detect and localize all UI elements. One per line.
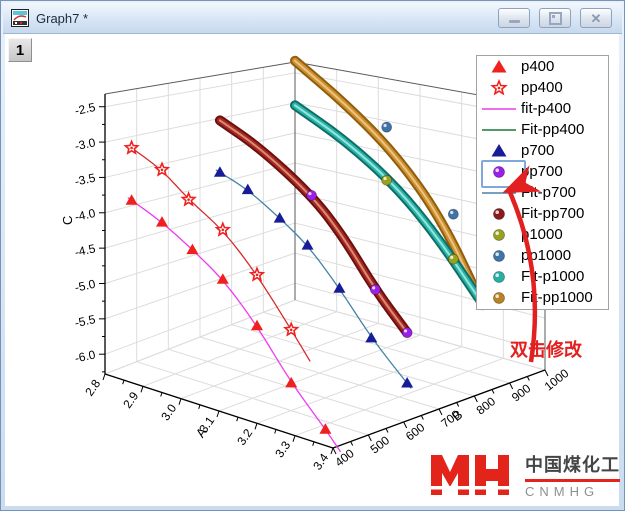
legend-item-Fit-pp700[interactable]: Fit-pp700 [477,203,608,224]
tick-label: 600 [403,420,428,444]
restore-icon [548,11,562,25]
tick-label: -3.0 [73,135,96,153]
legend-label: p700 [521,142,555,159]
legend-label: pp700 [521,163,563,180]
tick-label: 2.8 [82,377,103,399]
series-Fit-pp1000 [290,55,488,311]
legend-label: fit-p400 [521,100,572,117]
series-Fit-pp700 [214,115,413,338]
legend-label: Fit-p1000 [521,268,585,285]
tick-label: -3.5 [73,171,96,189]
legend-item-Fit-p1000[interactable]: Fit-p1000 [477,266,608,287]
series-Fit-p1000 [290,100,484,303]
annotation-label[interactable]: 双击修改 [510,340,582,360]
tick-label: 500 [368,433,393,457]
tick-label: 1000 [542,366,572,394]
legend-item-p400[interactable]: p400 [477,56,608,77]
layer-1-button[interactable]: 1 [8,38,32,62]
title-bar[interactable]: Graph7 * ✕ [3,3,622,34]
legend-ball-icon [477,225,521,245]
series-Fit-pp400 [127,144,311,362]
legend-label: pp1000 [521,247,572,264]
tick-label: -2.5 [73,100,96,118]
watermark-en-text: CNMHG [525,484,600,499]
window-title: Graph7 * [36,10,89,26]
legend-ball-icon [477,246,521,266]
legend-label: Fit-p700 [521,184,577,201]
legend-label: p400 [521,58,555,75]
tick-label: 3.2 [234,426,255,448]
series-p700 [213,166,414,388]
tick-label: 3.4 [310,451,331,473]
legend-item-Fit-pp1000[interactable]: Fit-pp1000 [477,287,608,308]
legend-item-fit-p400[interactable]: fit-p400 [477,98,608,119]
close-icon: ✕ [590,10,602,26]
legend-ball-icon [477,267,521,287]
legend-item-pp1000[interactable]: pp1000 [477,245,608,266]
plot-axes [99,94,549,455]
legend-item-p1000[interactable]: p1000 [477,224,608,245]
tick-label: -4.0 [73,206,96,224]
close-button[interactable]: ✕ [580,8,612,28]
series-fit-p400 [127,197,342,453]
series-pp1000 [381,121,459,220]
legend-item-pp400[interactable]: pp400 [477,77,608,98]
tick-label: 3.3 [272,438,293,460]
watermark-logo-icon [428,455,516,495]
legend-label: Fit-pp700 [521,205,585,222]
tick-label: 900 [509,381,534,405]
series-pp400 [123,139,300,337]
plot-series [123,55,488,453]
minimize-icon [508,20,520,23]
watermark-cn-text: 中国煤化工 [525,455,620,475]
legend-label: Fit-pp1000 [521,289,593,306]
tick-label: 800 [474,394,499,418]
legend-label: p1000 [521,226,563,243]
restore-button[interactable] [539,8,571,28]
legend-triangle-icon [477,57,521,77]
watermark-divider [525,479,620,482]
legend-line-icon [477,99,521,119]
tick-label: 2.9 [120,389,141,411]
tick-label: -5.5 [73,312,96,330]
legend-ball-icon [477,288,521,308]
series-pp700 [306,189,413,339]
tick-label: -4.5 [73,241,96,259]
minimize-button[interactable] [498,8,530,28]
tick-label: -6.0 [73,347,96,365]
legend-ball-icon [477,204,521,224]
legend-item-Fit-pp400[interactable]: Fit-pp400 [477,119,608,140]
legend-triangle-icon [477,141,521,161]
series-p1000 [381,174,459,265]
legend-label: pp400 [521,79,563,96]
legend-label: Fit-pp400 [521,121,585,138]
watermark: 中国煤化工 CNMHG [428,446,620,504]
tick-label: 400 [332,446,357,470]
tick-label: -5.0 [73,277,96,295]
legend-selection-box[interactable] [481,159,526,188]
legend[interactable]: p400 pp400 fit-p400 Fit-pp400 p700 pp700 Fit-p… [476,55,609,310]
series-p400 [125,194,332,434]
graph-icon[interactable] [11,9,29,27]
tick-label: C [60,215,76,226]
legend-line-icon [477,120,521,140]
legend-item-p700[interactable]: p700 [477,140,608,161]
legend-star-icon [477,78,521,98]
tick-label: 3.0 [158,401,179,423]
